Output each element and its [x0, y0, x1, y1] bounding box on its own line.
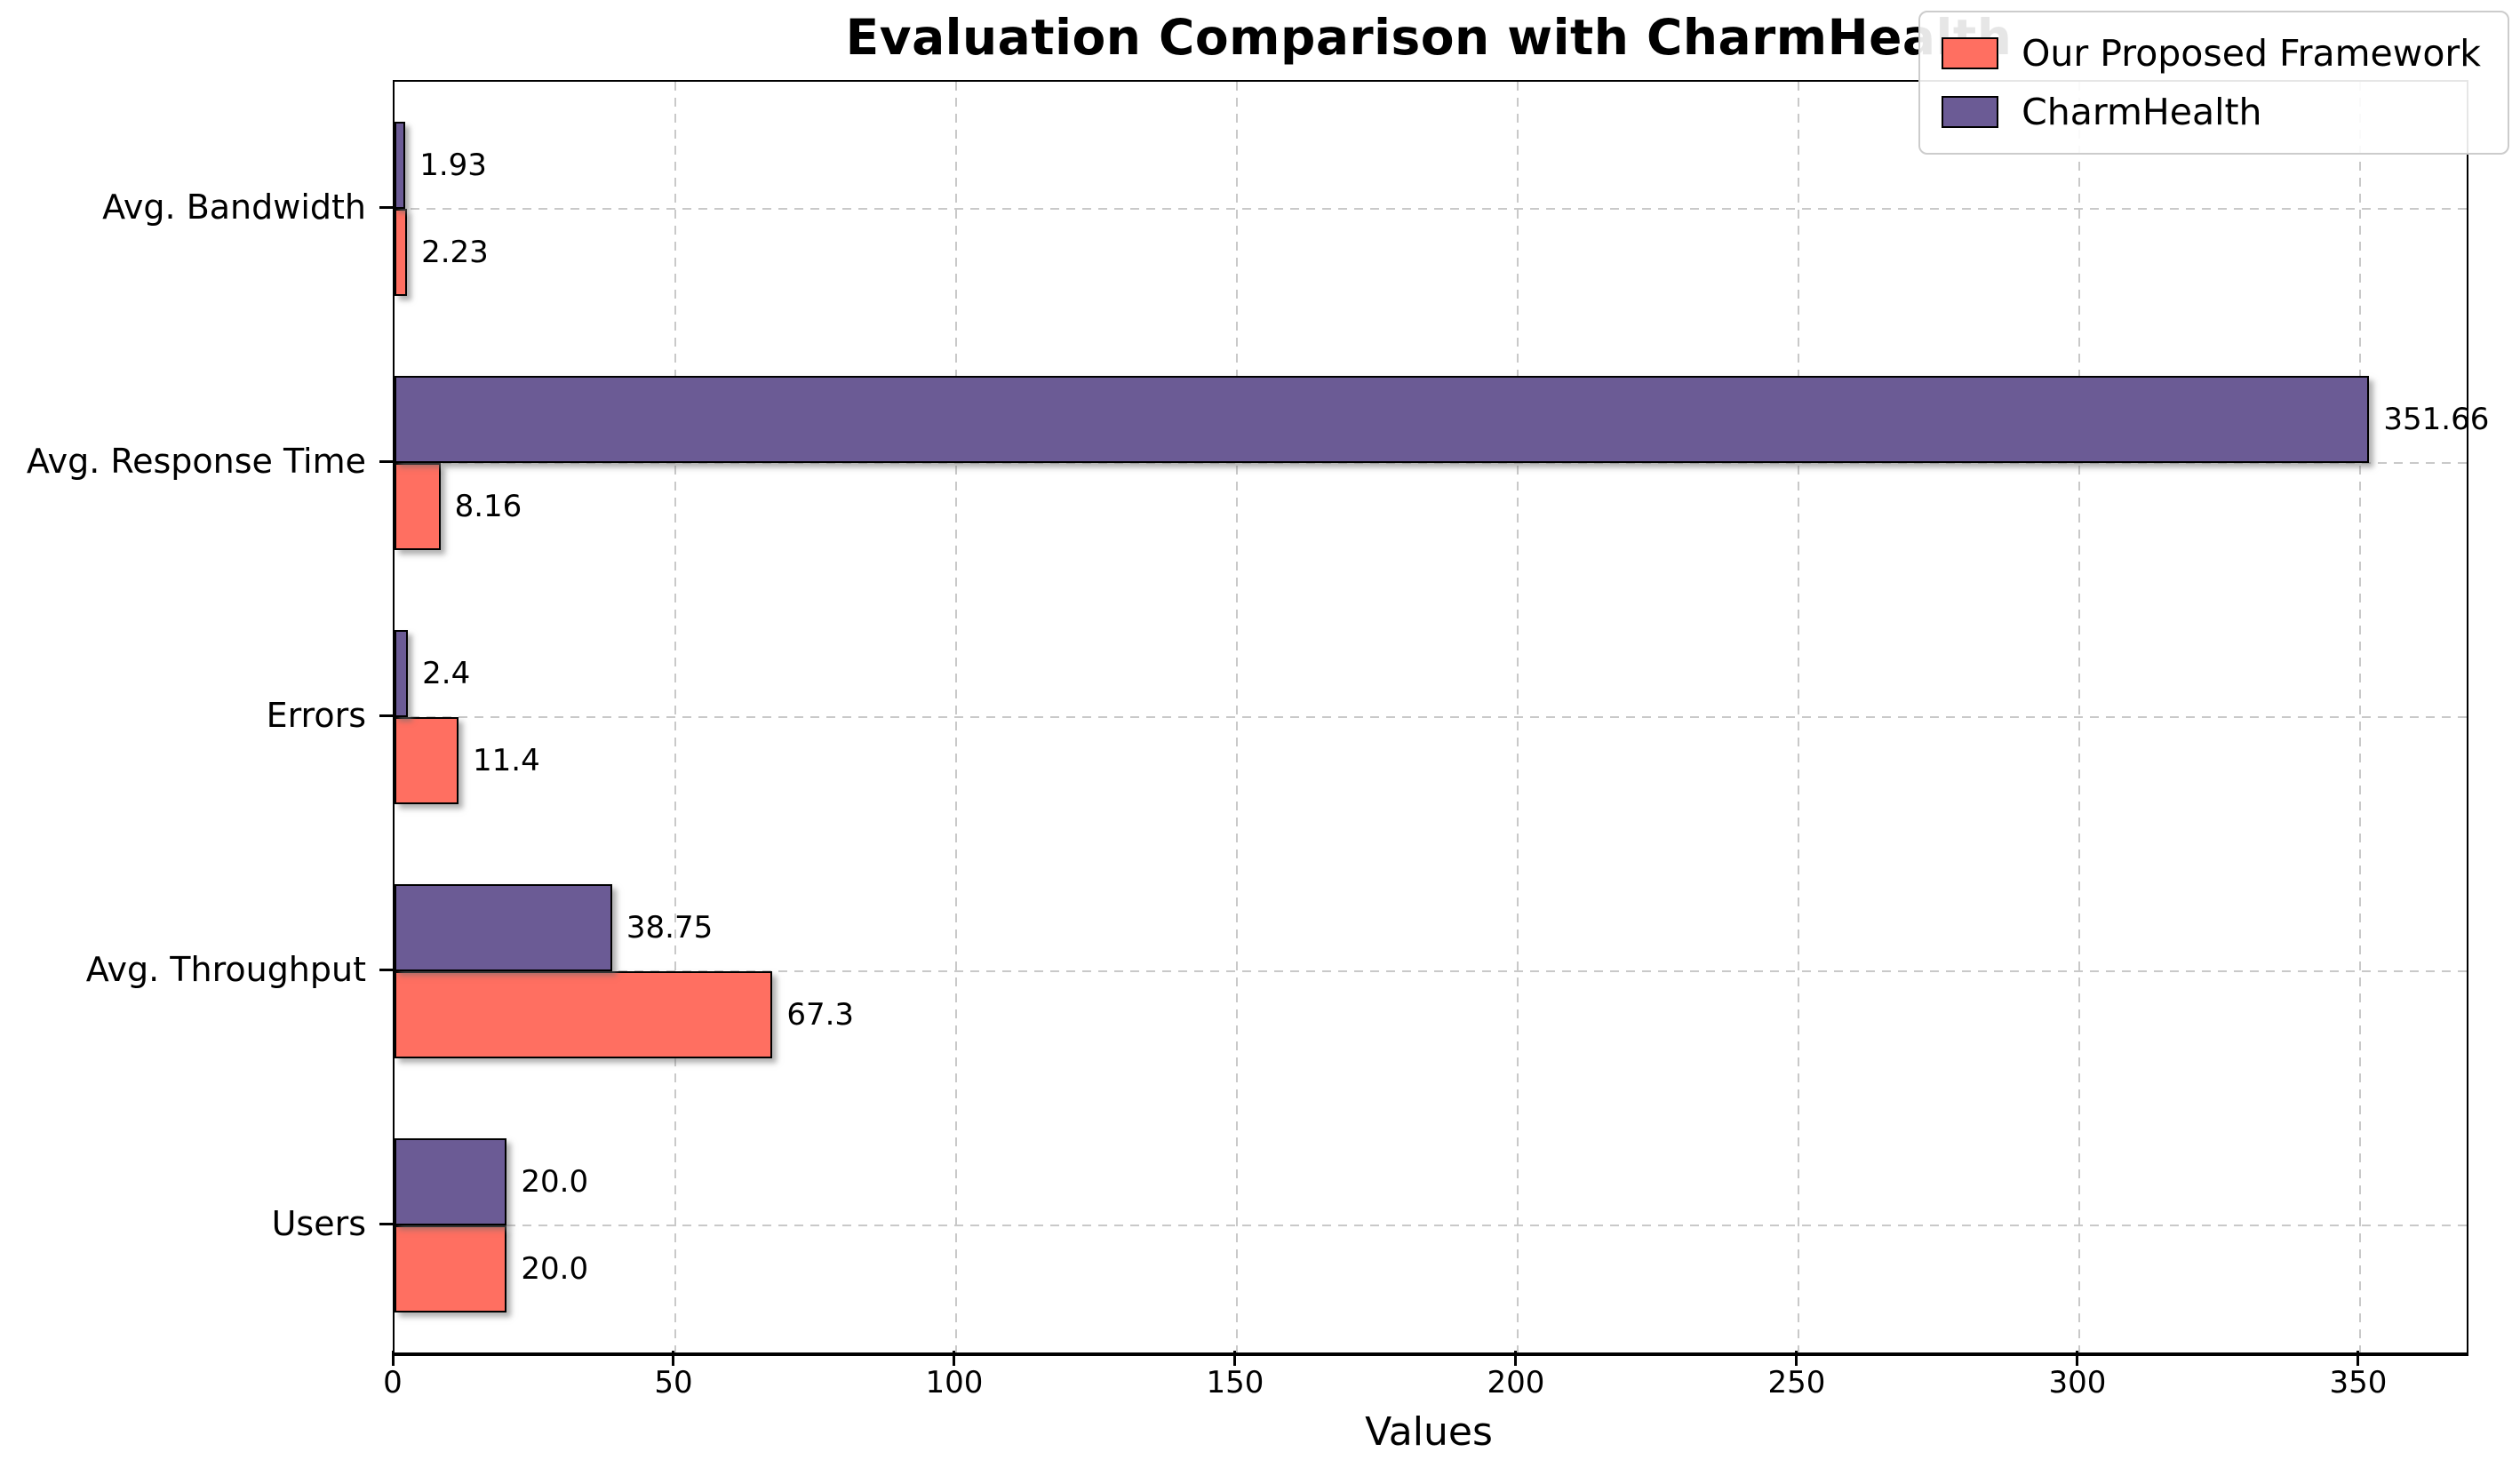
plot-area: 2.23 1.93 8.16 351.66 11.4 2.4 67.3 38.75 20.0 20…: [393, 80, 2489, 1356]
y-tick-mark: [379, 459, 393, 463]
bar-charmhealth-avg-response-time: [395, 376, 2370, 463]
x-tick-label: 100: [925, 1365, 984, 1400]
y-tick-mark: [379, 1222, 393, 1225]
x-tick-label: 0: [383, 1365, 403, 1400]
bar-our-proposed-framework-users: [395, 1225, 507, 1312]
y-tick-mark: [379, 968, 393, 971]
gridline-horizontal: [395, 1225, 2467, 1226]
legend-swatch-charmhealth: [1942, 96, 1999, 128]
x-tick-label: 50: [654, 1365, 693, 1400]
x-tick-mark: [1795, 1351, 1798, 1366]
gridline-horizontal: [395, 462, 2467, 464]
x-tick-mark: [672, 1351, 675, 1366]
x-tick-label: 150: [1206, 1365, 1264, 1400]
category-label-users: Users: [271, 1204, 366, 1243]
legend-label-our-proposed-framework: Our Proposed Framework: [2022, 32, 2481, 75]
x-axis-label: Values: [1365, 1409, 1493, 1455]
gridline-horizontal: [395, 208, 2467, 210]
value-label-charmhealth-avg-bandwidth: 1.93: [419, 148, 487, 183]
value-label-our-proposed-framework-users: 20.0: [521, 1251, 589, 1287]
bar-our-proposed-framework-errors: [395, 717, 459, 804]
bar-charmhealth-avg-throughput: [395, 884, 612, 971]
bar-charmhealth-errors: [395, 630, 409, 717]
value-label-our-proposed-framework-errors: 11.4: [473, 743, 540, 778]
x-tick-label: 350: [2329, 1365, 2388, 1400]
value-label-our-proposed-framework-avg-throughput: 67.3: [786, 997, 855, 1033]
legend-item-our-proposed-framework: Our Proposed Framework: [1942, 32, 2481, 75]
x-tick-mark: [1233, 1351, 1237, 1366]
x-tick-label: 300: [2048, 1365, 2107, 1400]
x-tick-label: 250: [1767, 1365, 1826, 1400]
gridline-horizontal: [395, 970, 2467, 972]
category-label-avg-response-time: Avg. Response Time: [26, 442, 366, 481]
x-tick-mark: [391, 1351, 395, 1366]
value-label-our-proposed-framework-avg-bandwidth: 2.23: [421, 235, 489, 270]
bar-our-proposed-framework-avg-bandwidth: [395, 209, 408, 296]
x-tick-label: 200: [1487, 1365, 1545, 1400]
value-label-charmhealth-avg-response-time: 351.66: [2383, 402, 2490, 437]
bar-charmhealth-avg-bandwidth: [395, 122, 406, 209]
y-tick-mark: [379, 205, 393, 209]
x-tick-mark: [2076, 1351, 2079, 1366]
value-label-charmhealth-avg-throughput: 38.75: [626, 910, 714, 945]
bar-charmhealth-users: [395, 1138, 507, 1225]
legend-swatch-our-proposed-framework: [1942, 37, 1999, 69]
legend-item-charmhealth: CharmHealth: [1942, 91, 2481, 133]
x-tick-mark: [2357, 1351, 2360, 1366]
x-tick-mark: [953, 1351, 956, 1366]
value-label-our-proposed-framework-avg-response-time: 8.16: [454, 489, 522, 524]
y-tick-mark: [379, 714, 393, 717]
x-tick-mark: [1514, 1351, 1518, 1366]
legend-label-charmhealth: CharmHealth: [2022, 91, 2262, 133]
category-label-errors: Errors: [266, 696, 366, 735]
bar-our-proposed-framework-avg-throughput: [395, 971, 773, 1058]
category-label-avg-bandwidth: Avg. Bandwidth: [102, 187, 366, 227]
value-label-charmhealth-errors: 2.4: [422, 656, 471, 691]
chart-title: Evaluation Comparison with CharmHealth: [845, 9, 2013, 66]
legend: Our Proposed Framework CharmHealth: [1918, 11, 2509, 155]
category-label-avg-throughput: Avg. Throughput: [85, 950, 366, 989]
gridline-horizontal: [395, 716, 2467, 718]
bar-our-proposed-framework-avg-response-time: [395, 463, 441, 550]
value-label-charmhealth-users: 20.0: [521, 1164, 589, 1200]
